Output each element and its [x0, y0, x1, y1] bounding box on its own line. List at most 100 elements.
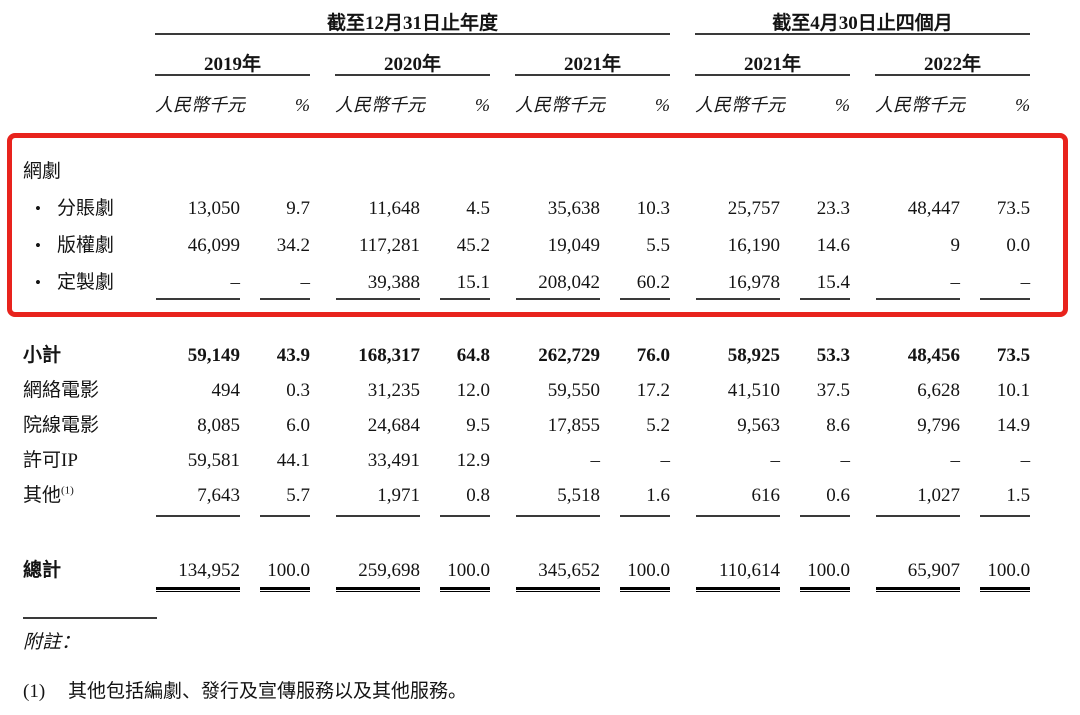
table-cell: 15.4: [816, 272, 851, 293]
gap-cell: [490, 34, 515, 75]
percent-label: %: [475, 95, 490, 115]
table-cell: 24,684: [367, 415, 420, 436]
rule-cell: [155, 505, 240, 517]
gap-cell: [670, 0, 695, 34]
gap-cell: [23, 75, 155, 114]
table-cell: 59,581: [187, 450, 240, 471]
table-cell: 53.3: [816, 345, 851, 366]
table-cell: 23.3: [816, 198, 851, 219]
percent-label: %: [655, 95, 671, 115]
gap-cell: [670, 34, 695, 75]
table-cell: 11,648: [368, 198, 420, 219]
gap-cell: [310, 34, 335, 75]
table-cell: 33,491: [367, 450, 420, 471]
rule-cell: [515, 292, 600, 300]
gap-cell: [850, 580, 875, 596]
table-cell: 6,628: [917, 380, 961, 401]
rule-cell: [875, 580, 961, 596]
unit-label: 人民幣千元: [155, 95, 245, 115]
unit-header: 人民幣千元%: [155, 75, 310, 114]
table-cell: 4.5: [466, 198, 490, 219]
rule-cell: [515, 580, 600, 596]
table-cell: 31,235: [367, 380, 420, 401]
table-cell: 100.0: [447, 560, 490, 581]
rule-cell: [780, 505, 851, 517]
unit-header: 人民幣千元%: [875, 75, 1030, 114]
gap-cell: [670, 75, 695, 114]
unit-header-row: 人民幣千元% 人民幣千元% 人民幣千元% 人民幣千元% 人民幣千元%: [23, 75, 1030, 114]
gap-cell: [670, 365, 695, 400]
gap-cell: [490, 435, 515, 470]
table-row: 許可IP 59,581 44.1 33,491 12.9 – – – – – –: [23, 435, 1030, 470]
gap-cell: [490, 400, 515, 435]
table-cell: 0.0: [1006, 235, 1031, 256]
table-cell: 5,518: [557, 485, 600, 506]
row-label-text: 版權劇: [56, 235, 114, 256]
gap-cell: [670, 517, 695, 580]
table-cell: 494: [211, 380, 241, 401]
rule-cell: [780, 292, 851, 300]
period-group-title: 截至12月31日止年度: [155, 0, 671, 35]
table-cell: 45.2: [456, 235, 490, 256]
table-cell: 0.6: [826, 485, 851, 506]
gap-cell: [310, 580, 335, 596]
gap-cell: [490, 365, 515, 400]
gap-cell: [490, 470, 515, 505]
gap-cell: [850, 517, 875, 580]
year-header: 2021年: [695, 34, 851, 76]
table-cell: 16,978: [727, 272, 781, 293]
rule-cell: [600, 505, 671, 517]
rule-cell: [780, 580, 851, 596]
gap-cell: [23, 580, 155, 596]
table-cell: 37.5: [816, 380, 851, 401]
gap-cell: [670, 400, 695, 435]
table-cell: 262,729: [538, 345, 600, 366]
row-label: 總計: [23, 560, 62, 581]
unit-label: 人民幣千元: [515, 95, 605, 115]
table-cell: 7,643: [197, 485, 240, 506]
table-cell: 39,388: [367, 272, 420, 293]
rule-cell: [240, 505, 310, 517]
table-cell: 259,698: [358, 560, 420, 581]
table-cell: 0.3: [286, 380, 310, 401]
table-cell: 9,796: [917, 415, 961, 436]
gap-cell: [310, 75, 335, 114]
section-row-webdrama: 網劇: [23, 114, 1030, 181]
gap-cell: [490, 517, 515, 580]
table-cell: 58,925: [727, 345, 781, 366]
table-cell: 64.8: [456, 345, 490, 366]
highlight-annotation-box: [7, 133, 1068, 317]
row-label: • 版權劇: [23, 218, 155, 255]
table-cell: –: [770, 450, 781, 471]
gap-cell: [23, 0, 155, 34]
table-cell: –: [1020, 272, 1031, 293]
table-cell: –: [300, 272, 311, 293]
table-cell: 73.5: [996, 345, 1031, 366]
percent-label: %: [835, 95, 851, 115]
row-label: 小計: [23, 345, 62, 366]
table-cell: 25,757: [727, 198, 781, 219]
table-cell: 43.9: [276, 345, 310, 366]
table-cell: 5.2: [646, 415, 671, 436]
revenue-breakdown-table: 截至12月31日止年度 截至4月30日止四個月 2019年 2020年 2021…: [23, 0, 1031, 596]
footnotes-title: 附註：: [23, 632, 81, 653]
bullet-icon: •: [35, 236, 41, 255]
table-cell: 8.6: [826, 415, 851, 436]
rule-row: [23, 505, 1031, 517]
rule-cell: [335, 292, 420, 300]
table-cell: –: [590, 450, 601, 471]
row-label-text: 分賬劇: [56, 198, 114, 219]
bullet-icon: •: [35, 199, 41, 218]
table-cell: 48,447: [907, 198, 961, 219]
gap-cell: [850, 400, 875, 435]
table-row: 院線電影 8,085 6.0 24,684 9.5 17,855 5.2 9,563 8…: [23, 400, 1030, 435]
table-cell: 110,614: [718, 560, 781, 581]
rule-row: [23, 292, 1031, 300]
year-header: 2020年: [335, 34, 490, 76]
rule-cell: [875, 505, 961, 517]
row-label-text: 定製劇: [56, 272, 114, 293]
gap-cell: [310, 435, 335, 470]
table-cell: 8,085: [197, 415, 240, 436]
gap-cell: [310, 400, 335, 435]
footnote-divider: [23, 617, 157, 619]
